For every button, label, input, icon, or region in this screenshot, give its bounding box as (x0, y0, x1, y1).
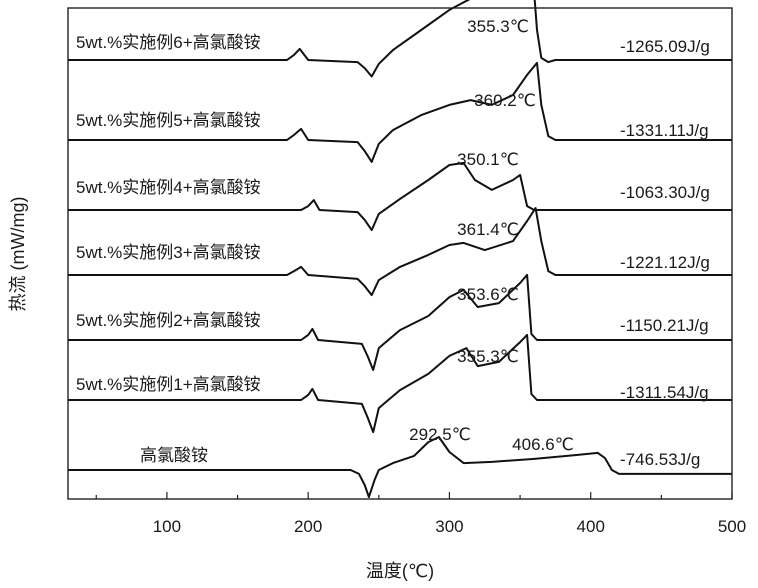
series-name-example-5: 5wt.%实施例5+高氯酸铵 (76, 111, 261, 130)
enthalpy-label-example-6: -1265.09J/g (620, 37, 710, 56)
peak-label-example-2: 353.6℃ (457, 285, 519, 304)
x-tick-label-100: 100 (153, 517, 181, 536)
peak-label-pure-ap: 292.5℃ (409, 425, 471, 444)
x-tick-label-500: 500 (718, 517, 746, 536)
peak-label-example-1: 355.3℃ (457, 347, 519, 366)
enthalpy-label-example-1: -1311.54J/g (620, 383, 709, 402)
enthalpy-label-example-2: -1150.21J/g (620, 316, 709, 335)
peak-label-2-pure-ap: 406.6℃ (512, 435, 574, 454)
x-tick-label-300: 300 (435, 517, 463, 536)
enthalpy-label-example-3: -1221.12J/g (620, 253, 710, 272)
series-name-example-3: 5wt.%实施例3+高氯酸铵 (76, 243, 261, 262)
peak-label-example-3: 361.4℃ (457, 220, 519, 239)
y-axis-title: 热流 (mW/mg) (8, 197, 28, 312)
x-tick-label-200: 200 (294, 517, 322, 536)
enthalpy-label-pure-ap: -746.53J/g (620, 450, 700, 469)
peak-label-example-4: 350.1℃ (457, 150, 519, 169)
series-name-pure-ap: 高氯酸铵 (140, 446, 208, 465)
series-name-example-2: 5wt.%实施例2+高氯酸铵 (76, 311, 261, 330)
peak-label-example-6: 355.3℃ (467, 17, 529, 36)
x-axis-title: 温度(℃) (366, 561, 434, 581)
series-name-example-6: 5wt.%实施例6+高氯酸铵 (76, 33, 261, 52)
series-name-example-4: 5wt.%实施例4+高氯酸铵 (76, 178, 261, 197)
enthalpy-label-example-4: -1063.30J/g (620, 183, 710, 202)
enthalpy-label-example-5: -1331.11J/g (620, 121, 709, 140)
series-name-example-1: 5wt.%实施例1+高氯酸铵 (76, 375, 261, 394)
series-annotations: 5wt.%实施例6+高氯酸铵 355.3℃ -1265.09J/g 5wt.%实施例5… (76, 17, 710, 469)
peak-label-example-5: 360.2℃ (474, 91, 536, 110)
x-tick-label-400: 400 (577, 517, 605, 536)
